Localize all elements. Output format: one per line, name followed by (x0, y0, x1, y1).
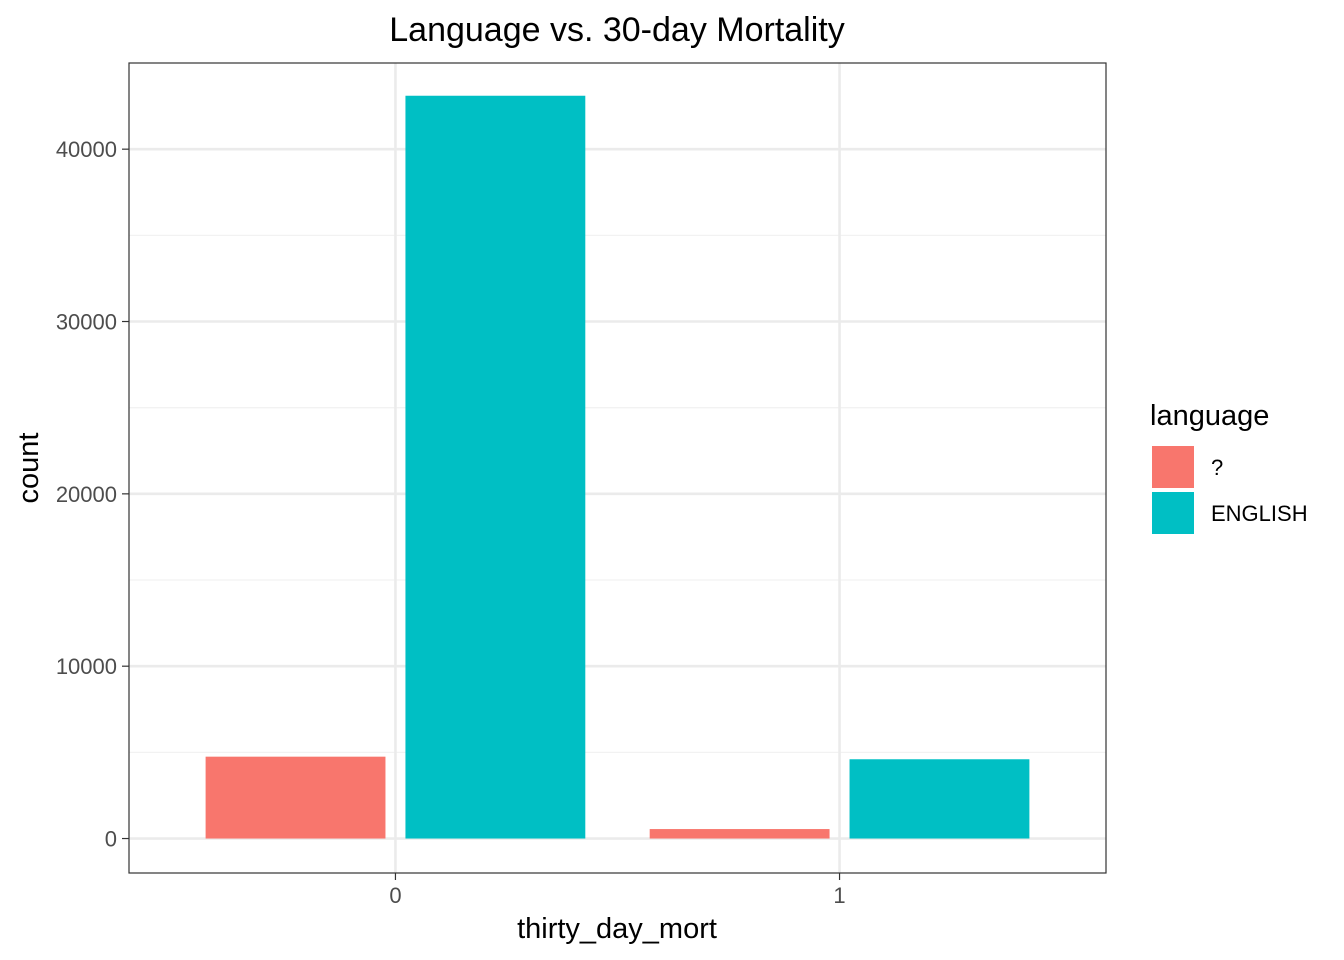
major-gridlines (129, 63, 1106, 873)
y-tick-label: 40000 (56, 137, 117, 162)
y-tick-label: 0 (105, 827, 117, 852)
minor-gridlines (129, 234, 1106, 754)
y-axis: 0 10000 20000 30000 40000 (56, 137, 129, 852)
bars (205, 95, 1030, 839)
legend: language ? ENGLISH (1150, 400, 1308, 534)
legend-label: ENGLISH (1211, 501, 1308, 526)
y-tick-label: 20000 (56, 482, 117, 507)
x-axis-title: thirty_day_mort (517, 913, 717, 945)
bar-unknown-1 (649, 829, 830, 839)
bar-english-1 (849, 759, 1030, 839)
panel-border (128, 62, 1107, 874)
bar-unknown-0 (205, 756, 386, 839)
y-tick-label: 30000 (56, 310, 117, 335)
x-tick-label: 0 (389, 883, 401, 908)
plot-panel (128, 62, 1107, 874)
bar-english-0 (405, 95, 586, 839)
y-axis-title: count (13, 433, 45, 504)
legend-label: ? (1211, 455, 1223, 480)
y-tick-label: 10000 (56, 654, 117, 679)
legend-key-unknown (1152, 446, 1194, 488)
chart-title: Language vs. 30-day Mortality (389, 11, 844, 49)
x-tick-label: 1 (833, 883, 845, 908)
legend-key-english (1152, 492, 1194, 534)
legend-title: language (1150, 400, 1269, 432)
